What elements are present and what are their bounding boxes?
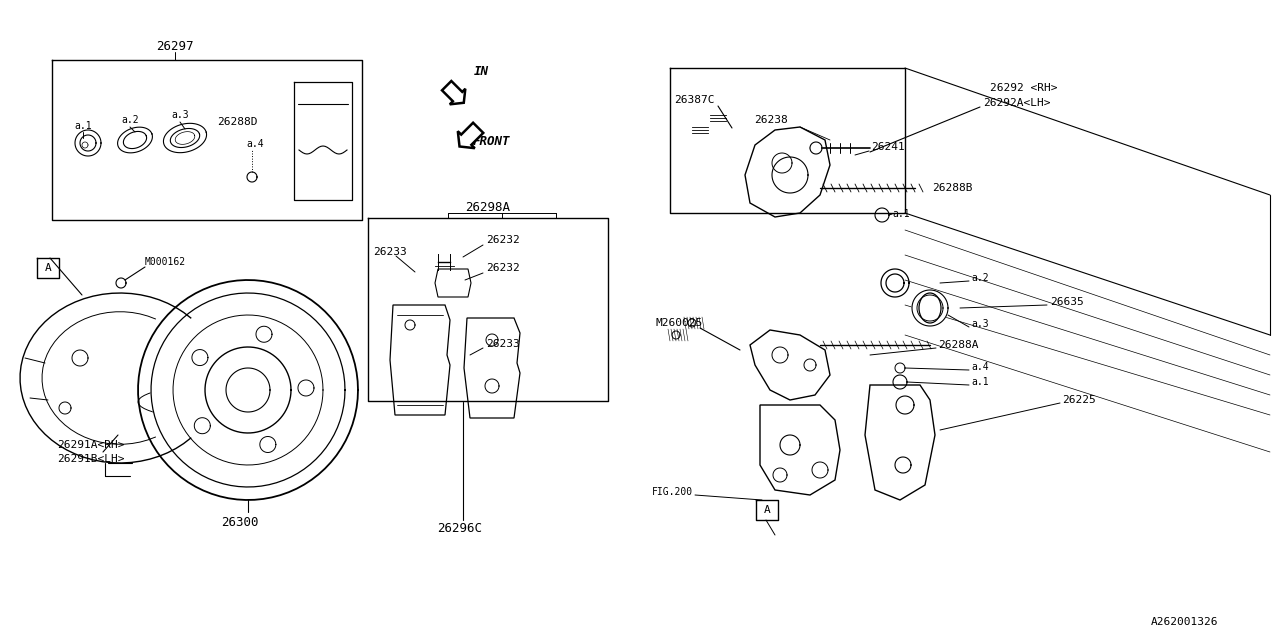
Text: a.4: a.4 bbox=[246, 139, 264, 149]
Text: a.3: a.3 bbox=[172, 110, 188, 120]
Polygon shape bbox=[913, 290, 948, 326]
Polygon shape bbox=[745, 127, 829, 217]
Polygon shape bbox=[227, 368, 270, 412]
Text: 26232: 26232 bbox=[486, 263, 520, 273]
Text: 26241: 26241 bbox=[870, 142, 905, 152]
Text: 26387C: 26387C bbox=[675, 95, 714, 105]
Text: M000162: M000162 bbox=[145, 257, 186, 267]
Polygon shape bbox=[750, 330, 829, 400]
Text: a.2: a.2 bbox=[972, 273, 988, 283]
Polygon shape bbox=[895, 457, 911, 473]
Text: 26233: 26233 bbox=[372, 247, 407, 257]
Polygon shape bbox=[773, 468, 787, 482]
Text: a.3: a.3 bbox=[972, 319, 988, 329]
Text: a.2: a.2 bbox=[122, 115, 138, 125]
Text: IN: IN bbox=[474, 65, 489, 77]
Polygon shape bbox=[760, 405, 840, 495]
Polygon shape bbox=[442, 81, 466, 104]
Text: 26291A<RH>: 26291A<RH> bbox=[58, 440, 124, 450]
Text: A: A bbox=[45, 263, 51, 273]
Text: 26292 <RH>: 26292 <RH> bbox=[989, 83, 1057, 93]
Polygon shape bbox=[298, 380, 314, 396]
Text: 26225: 26225 bbox=[1062, 395, 1096, 405]
Text: 26232: 26232 bbox=[486, 235, 520, 245]
Text: A: A bbox=[764, 505, 771, 515]
Polygon shape bbox=[205, 347, 291, 433]
Polygon shape bbox=[256, 326, 271, 342]
Polygon shape bbox=[886, 274, 904, 292]
Polygon shape bbox=[772, 157, 808, 193]
Polygon shape bbox=[260, 436, 275, 452]
Polygon shape bbox=[780, 435, 800, 455]
Text: FIG.200: FIG.200 bbox=[652, 487, 694, 497]
Polygon shape bbox=[465, 318, 520, 418]
Text: 26297: 26297 bbox=[156, 40, 193, 52]
Text: A262001326: A262001326 bbox=[1151, 617, 1219, 627]
Polygon shape bbox=[195, 418, 210, 434]
Polygon shape bbox=[390, 305, 451, 415]
Polygon shape bbox=[458, 123, 484, 148]
Text: 26291B<LH>: 26291B<LH> bbox=[58, 454, 124, 464]
Polygon shape bbox=[435, 269, 471, 297]
Text: a.1: a.1 bbox=[74, 121, 92, 131]
Polygon shape bbox=[812, 462, 828, 478]
Text: 26635: 26635 bbox=[1050, 297, 1084, 307]
Ellipse shape bbox=[919, 293, 941, 323]
Text: a.1: a.1 bbox=[892, 209, 910, 219]
Polygon shape bbox=[804, 359, 817, 371]
Text: FRONT: FRONT bbox=[474, 134, 511, 147]
Polygon shape bbox=[192, 349, 207, 365]
Text: M260025: M260025 bbox=[655, 318, 703, 328]
Text: 26298A: 26298A bbox=[466, 200, 511, 214]
Text: 26288D: 26288D bbox=[218, 117, 257, 127]
Polygon shape bbox=[896, 396, 914, 414]
Polygon shape bbox=[865, 385, 934, 500]
Polygon shape bbox=[151, 293, 346, 487]
Text: 26238: 26238 bbox=[754, 115, 787, 125]
Text: 26233: 26233 bbox=[486, 339, 520, 349]
Polygon shape bbox=[810, 142, 822, 154]
Text: a.4: a.4 bbox=[972, 362, 988, 372]
Polygon shape bbox=[138, 280, 358, 500]
Text: 26300: 26300 bbox=[221, 515, 259, 529]
Text: 26296C: 26296C bbox=[438, 522, 483, 534]
Text: a.1: a.1 bbox=[972, 377, 988, 387]
Text: 26288B: 26288B bbox=[932, 183, 973, 193]
Text: 26288A: 26288A bbox=[938, 340, 978, 350]
Polygon shape bbox=[772, 347, 788, 363]
Text: 26292A<LH>: 26292A<LH> bbox=[983, 98, 1051, 108]
